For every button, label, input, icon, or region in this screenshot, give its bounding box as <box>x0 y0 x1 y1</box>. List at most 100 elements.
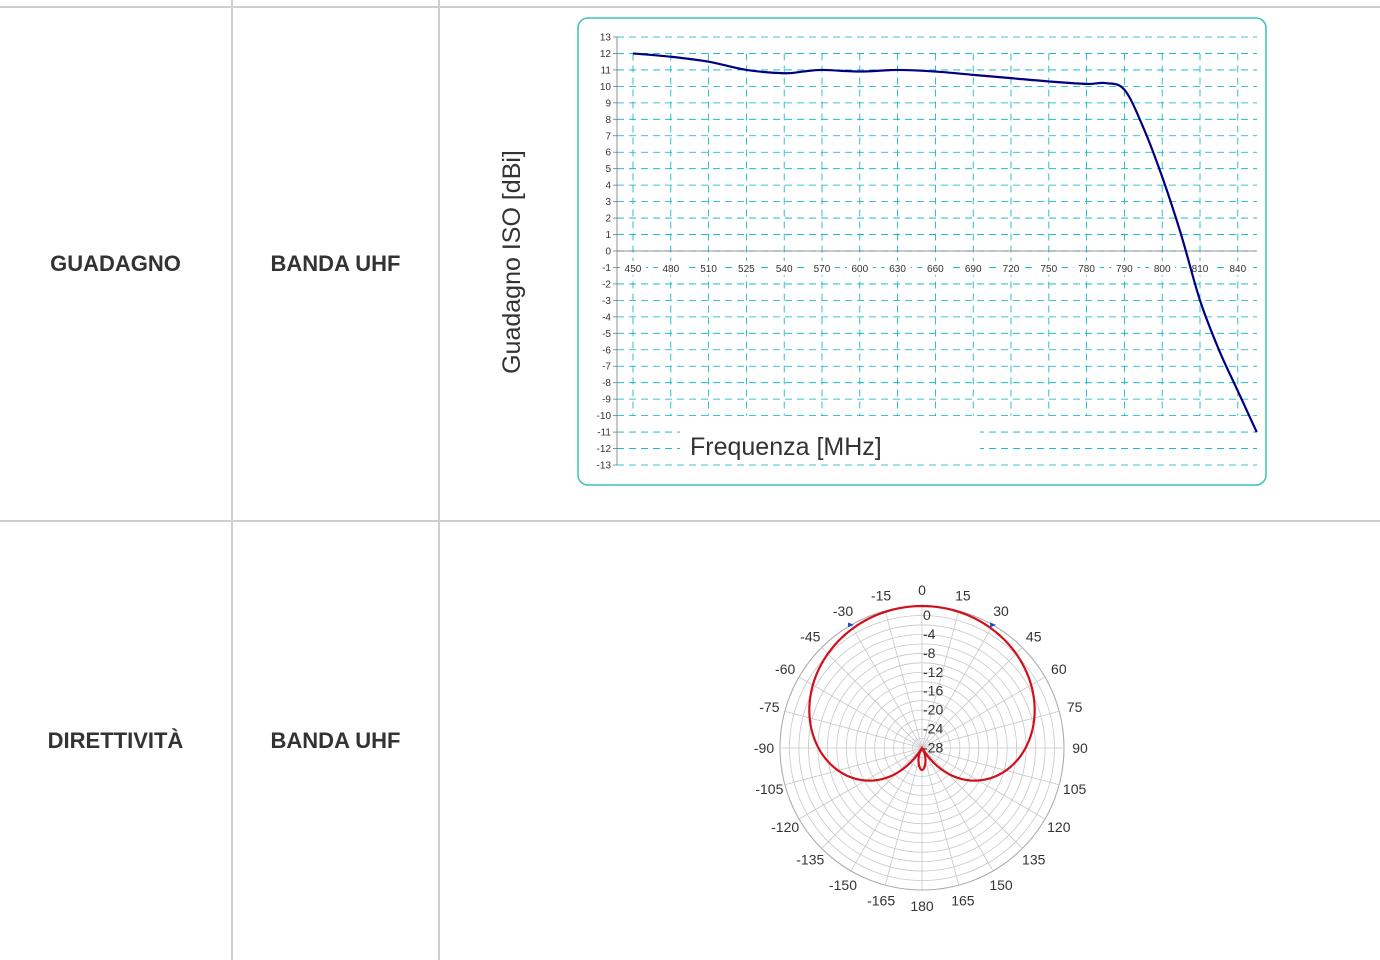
polar-angle-label: -90 <box>754 740 774 756</box>
polar-spoke <box>784 710 923 749</box>
gain-xtick-bg <box>695 261 722 275</box>
gain-xtick-bg <box>922 261 949 275</box>
gain-xtick-bg <box>771 261 798 275</box>
gain-ytick-label: -4 <box>602 312 611 323</box>
gain-ytick-label: 3 <box>605 197 611 208</box>
polar-spoke <box>884 610 923 749</box>
polar-spoke <box>798 676 923 749</box>
polar-angle-label: -15 <box>871 587 891 603</box>
row-label-gain: GUADAGNO <box>50 251 181 276</box>
polar-spoke <box>850 747 923 872</box>
gain-xtick-label: 450 <box>625 264 642 275</box>
polar-spoke <box>921 747 960 886</box>
gain-ytick-label: 12 <box>600 49 612 60</box>
polar-series <box>808 604 1036 782</box>
polar-radial-label: -20 <box>923 702 943 718</box>
gain-xtick-label: 480 <box>662 264 679 275</box>
gain-ytick-label: -9 <box>602 395 611 406</box>
polar-angle-label: 105 <box>1063 781 1087 797</box>
polar-angle-label: -60 <box>775 661 795 677</box>
gain-ytick-label: -12 <box>597 444 612 455</box>
polar-angle-label: 75 <box>1067 699 1083 715</box>
gain-ytick-label: 1 <box>605 230 611 241</box>
xlabel-background <box>680 425 980 463</box>
polar-angle-label: -120 <box>771 819 799 835</box>
gain-xtick-bg <box>1224 261 1251 275</box>
polar-radial-label: 0 <box>923 607 931 623</box>
polar-angle-label: 0 <box>918 582 926 598</box>
polar-angle-label: -150 <box>829 877 857 893</box>
polar-angle-label: 60 <box>1051 661 1067 677</box>
gain-ytick-label: 2 <box>605 214 611 225</box>
gain-xtick-label: 600 <box>851 264 868 275</box>
polar-spoke <box>921 676 1046 749</box>
polar-angle-label: 150 <box>989 877 1013 893</box>
band-label-directivity: BANDA UHF <box>270 728 401 753</box>
polar-radial-label: -16 <box>923 683 943 699</box>
polar-angle-label: 90 <box>1072 740 1088 756</box>
gain-xtick-label: 570 <box>814 264 831 275</box>
gain-ytick-label: -10 <box>597 411 612 422</box>
polar-angle-label: 135 <box>1022 852 1046 868</box>
gain-ytick-label: -8 <box>602 378 611 389</box>
gain-xtick-label: 790 <box>1116 264 1133 275</box>
gain-xtick-label: 540 <box>776 264 793 275</box>
polar-angle-label: 180 <box>910 898 934 914</box>
gain-xlabel: Frequenza [MHz] <box>690 433 882 461</box>
gain-xtick-label: 720 <box>1003 264 1020 275</box>
gain-chart-frame <box>577 17 1267 486</box>
gain-xtick-bg <box>884 261 911 275</box>
row-label-directivity: DIRETTIVITÀ <box>47 728 184 753</box>
gain-grid <box>617 36 1257 466</box>
gain-ytick-label: 5 <box>605 164 611 175</box>
polar-spoke <box>921 710 1060 749</box>
gain-xtick-label: 525 <box>738 264 755 275</box>
polar-marker <box>847 622 854 628</box>
polar-radial-label: -24 <box>923 721 943 737</box>
gain-ytick-label: 6 <box>605 148 611 159</box>
gain-ytick-label: -7 <box>602 362 611 373</box>
col-divider <box>231 0 233 960</box>
gain-xtick-label: 840 <box>1229 264 1246 275</box>
polar-spoke <box>921 747 1046 820</box>
row-divider <box>0 520 1380 522</box>
gain-xtick-bg <box>998 261 1024 275</box>
polar-spoke <box>921 610 960 749</box>
polar-radial-label: -4 <box>923 626 936 642</box>
polar-angle-label: -45 <box>800 628 820 644</box>
polar-spoke <box>821 647 923 749</box>
gain-ytick-label: -2 <box>602 279 611 290</box>
gain-ytick-label: -1 <box>602 263 611 274</box>
polar-marker <box>990 622 997 628</box>
band-label-gain: BANDA UHF <box>270 251 401 276</box>
polar-angle-label: -165 <box>867 893 895 909</box>
gain-ytick-label: 10 <box>600 82 612 93</box>
row-divider <box>0 6 1380 8</box>
gain-xtick-label: 660 <box>927 264 944 275</box>
gain-ytick-label: 13 <box>600 33 612 44</box>
polar-angle-label: 45 <box>1026 628 1042 644</box>
gain-ytick-label: -3 <box>602 296 611 307</box>
polar-angle-label: -105 <box>755 781 783 797</box>
polar-radial-label: -8 <box>923 645 936 661</box>
polar-spoke <box>921 747 1060 786</box>
gain-ytick-label: 11 <box>601 65 612 76</box>
gain-xtick-label: 510 <box>700 264 717 275</box>
gain-ylabel: Guadagno ISO [dBi] <box>498 150 526 374</box>
gain-ytick-label: 9 <box>605 98 611 109</box>
gain-ytick-label: -6 <box>602 345 611 356</box>
col-divider <box>438 0 440 960</box>
polar-spoke <box>784 747 923 786</box>
polar-spoke <box>921 624 994 749</box>
polar-angle-label: 120 <box>1047 819 1071 835</box>
polar-main-lobe <box>808 604 1036 782</box>
gain-xtick-bg <box>733 261 760 275</box>
gain-xtick-label: 750 <box>1040 264 1057 275</box>
gain-xtick-bg <box>1073 261 1100 275</box>
gain-ytick-label: 7 <box>605 131 611 142</box>
polar-angle-label: 165 <box>951 893 975 909</box>
gain-xtick-label: 780 <box>1078 264 1095 275</box>
polar-spoke <box>884 747 923 886</box>
